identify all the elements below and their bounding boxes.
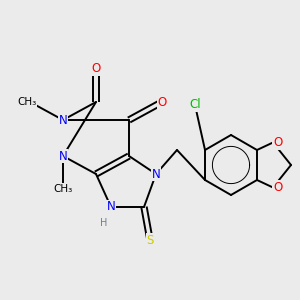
Text: N: N (152, 167, 160, 181)
Text: S: S (146, 233, 154, 247)
Text: Cl: Cl (189, 98, 201, 112)
Text: H: H (100, 218, 107, 229)
Text: N: N (58, 149, 68, 163)
Text: N: N (106, 200, 116, 214)
Text: N: N (58, 113, 68, 127)
Text: CH₃: CH₃ (17, 97, 37, 107)
Text: O: O (92, 62, 100, 76)
Text: O: O (273, 136, 282, 149)
Text: O: O (273, 181, 282, 194)
Text: CH₃: CH₃ (53, 184, 73, 194)
Text: O: O (158, 95, 166, 109)
